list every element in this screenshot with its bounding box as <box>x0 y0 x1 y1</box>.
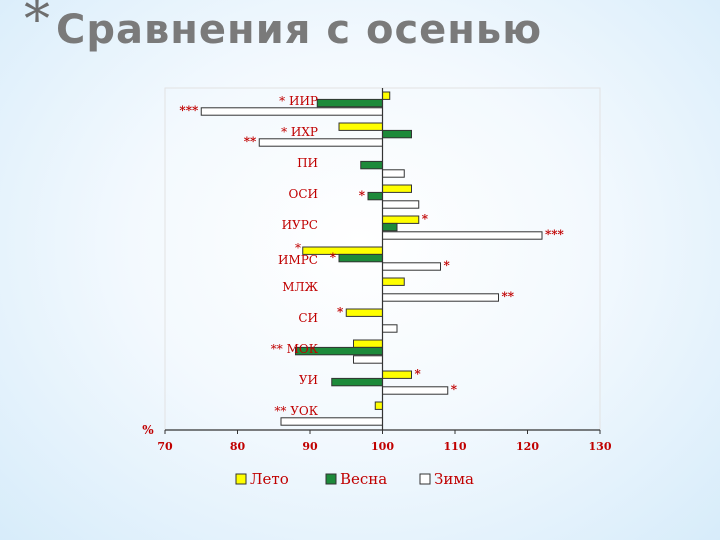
significance-mark: *** <box>179 104 199 118</box>
category-label: СИ <box>298 311 318 325</box>
category-label: ОСИ <box>289 187 318 201</box>
bar-3 <box>280 417 383 426</box>
category-label: ПИ <box>297 156 318 170</box>
bar-3 <box>382 231 543 240</box>
bar-3 <box>382 169 405 178</box>
bar-1 <box>382 370 412 379</box>
legend-swatch-1 <box>235 473 247 485</box>
bar-3 <box>382 386 449 395</box>
significance-mark: * <box>451 383 458 397</box>
bar-3 <box>382 293 499 302</box>
significance-mark: * <box>415 367 422 381</box>
legend-label: Весна <box>340 470 387 488</box>
bar-1 <box>382 91 391 100</box>
x-tick-label: 90 <box>302 440 318 453</box>
slide-title: Сравнения с осенью <box>56 7 543 53</box>
category-label: УИ <box>299 373 318 387</box>
bar-3 <box>353 355 383 364</box>
bar-1 <box>382 184 412 193</box>
significance-mark: * <box>444 259 451 273</box>
bar-2 <box>360 160 383 170</box>
bar-2 <box>382 222 398 232</box>
x-tick-label: 100 <box>371 440 394 453</box>
bar-2 <box>338 253 383 263</box>
bar-3 <box>382 262 441 271</box>
category-label: ИУРС <box>282 218 318 232</box>
significance-mark: * <box>337 305 344 319</box>
bar-3 <box>382 200 420 209</box>
category-prefix: * <box>295 241 301 255</box>
category-label: ** УОК <box>274 404 318 418</box>
x-tick-label: 130 <box>589 440 612 453</box>
bar-1 <box>345 308 383 317</box>
x-tick-label: 70 <box>157 440 173 453</box>
category-label: МЛЖ <box>282 280 318 294</box>
bar-3 <box>200 107 383 116</box>
bar-3 <box>382 324 398 333</box>
legend-label: Лето <box>250 470 289 488</box>
bar-2 <box>316 98 383 108</box>
legend-label: Зима <box>434 470 474 488</box>
bar-1 <box>374 401 383 410</box>
bar-2 <box>382 129 412 139</box>
x-tick-label: 120 <box>516 440 539 453</box>
x-tick-label: 110 <box>444 440 467 453</box>
category-label: * ИИР <box>279 94 318 108</box>
bar-2 <box>367 191 383 201</box>
bar-2 <box>331 377 383 387</box>
significance-mark: ** <box>244 135 257 149</box>
x-tick-label: 80 <box>230 440 246 453</box>
title-bullet-star: * <box>24 0 50 50</box>
legend-swatch-2 <box>325 473 337 485</box>
significance-mark: *** <box>545 228 565 242</box>
category-label: ИМРС <box>278 253 318 267</box>
significance-mark: * <box>359 188 366 202</box>
category-label: * ИХР <box>281 125 318 139</box>
significance-mark: * <box>422 212 429 226</box>
significance-mark: * <box>330 250 337 264</box>
bar-1 <box>353 339 383 348</box>
unit-label: % <box>142 423 154 437</box>
bar-3 <box>258 138 383 147</box>
category-label: ** МОК <box>271 342 319 356</box>
legend-swatch-3 <box>419 473 431 485</box>
bar-1 <box>382 215 420 224</box>
bar-1 <box>338 122 383 131</box>
bar-1 <box>382 277 405 286</box>
significance-mark: ** <box>502 290 515 304</box>
